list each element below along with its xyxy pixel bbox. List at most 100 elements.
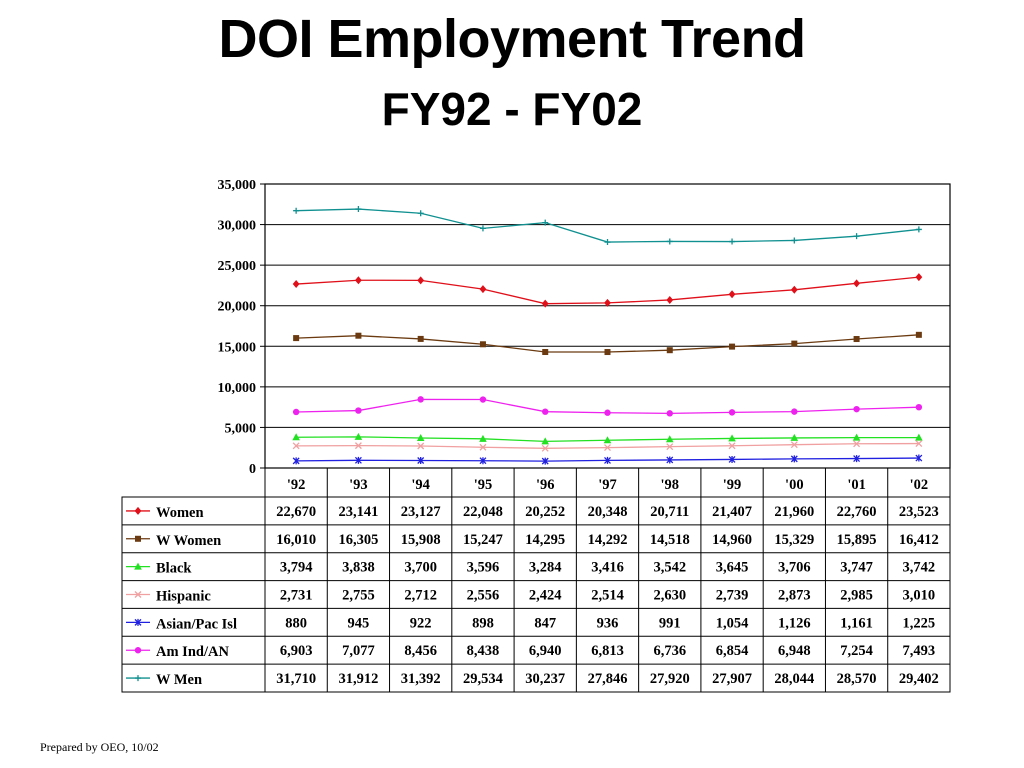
chart-title: DOI Employment Trend [218,9,806,69]
data-point [541,299,549,308]
data-point [604,239,611,246]
table-cell: 15,895 [837,532,877,548]
data-point [542,219,549,226]
legend-key [126,562,150,570]
data-point [135,675,141,682]
data-point [915,331,922,338]
table-cell: 8,438 [467,643,500,659]
series-black [292,432,923,445]
table-cell: 3,838 [342,560,375,576]
table-cell: 21,960 [774,504,814,520]
x-tick-label: '94 [411,477,430,493]
table-cell: 20,348 [588,504,628,520]
legend-key [126,675,150,682]
data-point [292,433,300,441]
series-w-men [293,206,922,246]
data-point [479,285,487,294]
data-point [134,591,142,598]
table-cell: 14,518 [650,532,690,548]
table-cell: 30,237 [525,671,565,687]
table-cell: 23,127 [401,504,441,520]
table-cell: 6,854 [716,643,749,659]
table-cell: 22,760 [837,504,877,520]
table-cell: 6,948 [778,643,811,659]
table-cell: 3,416 [591,560,624,576]
x-tick-label: '02 [910,477,929,493]
y-tick-label: 10,000 [218,381,257,396]
table-cell: 2,712 [404,588,437,604]
table-cell: 22,048 [463,504,503,520]
table-cell: 3,596 [467,560,500,576]
y-tick-label: 20,000 [218,300,257,315]
legend-label: Women [156,505,204,521]
legend-key [126,591,150,598]
data-point [728,290,736,299]
data-point [853,233,860,240]
data-point [790,441,798,449]
y-tick-label: 35,000 [218,178,257,193]
legend-key [126,506,150,515]
table-cell: 20,711 [650,504,689,520]
data-point [135,535,141,542]
x-tick-label: '99 [723,477,742,493]
y-tick-label: 15,000 [218,340,257,355]
data-point [292,442,300,450]
table-cell: 14,295 [525,532,565,548]
x-tick-label: '95 [474,477,493,493]
data-point [666,443,674,451]
data-point [604,444,611,452]
data-point [417,396,424,403]
series-am-ind-an [292,396,923,417]
data-point [915,403,923,411]
legend-label: Hispanic [156,589,211,605]
data-point [915,433,923,441]
table-cell: 16,010 [276,532,316,548]
table-cell: 6,903 [280,643,313,659]
data-point [293,335,300,342]
table-cell: 31,392 [401,671,441,687]
table-cell: 3,706 [778,560,811,576]
data-point [666,456,674,464]
data-point [665,435,674,443]
data-point [355,332,362,339]
legend-key [126,535,150,542]
data-point [292,457,300,465]
data-point [853,279,860,288]
data-point [355,407,362,414]
table-cell: 3,010 [903,588,936,604]
table-cell: 3,700 [404,560,437,576]
data-point [354,456,362,464]
y-tick-label: 30,000 [218,219,257,234]
data-point [853,440,861,448]
table-cell: 21,407 [712,504,752,520]
table-cell: 6,940 [529,643,562,659]
table-cell: 880 [285,615,307,631]
x-tick-label: '93 [349,477,368,493]
chart-subtitle: FY92 - FY02 [381,83,643,135]
data-point [292,408,300,416]
table-cell: 2,630 [653,588,686,604]
data-point [729,238,736,245]
data-point [134,562,142,570]
data-point [416,433,425,441]
y-tick-label: 25,000 [218,259,257,274]
data-point [542,349,549,356]
table-cell: 2,424 [529,588,562,604]
x-tick-label: '96 [536,477,555,493]
table-cell: 3,645 [716,560,749,576]
table-cell: 3,542 [653,560,686,576]
data-point [479,225,486,232]
table-cell: 14,960 [712,532,752,548]
data-point [852,433,861,441]
data-point [853,405,860,413]
data-point [355,276,362,285]
table-cell: 7,254 [840,643,873,659]
y-axis: 0 5,000 10,000 15,000 20,000 25,000 30,000 35,0… [218,178,265,477]
data-point [479,341,486,348]
data-point [479,396,487,403]
data-point [479,443,487,451]
data-point [604,409,611,416]
table-cell: 2,731 [280,588,313,604]
table-cell: 27,907 [712,671,752,687]
data-point [666,347,673,354]
